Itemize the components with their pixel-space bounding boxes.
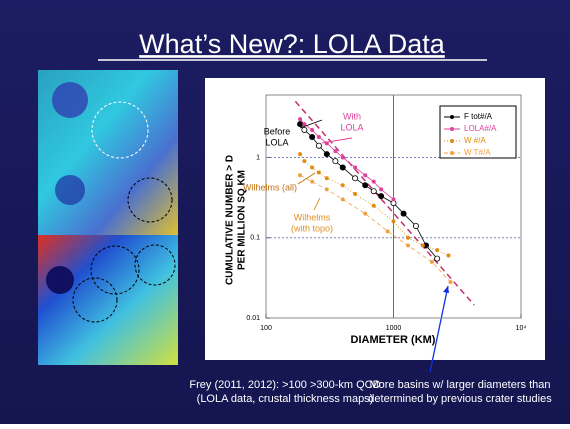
- marker: [325, 177, 328, 180]
- marker: [311, 166, 314, 169]
- marker: [364, 212, 367, 215]
- y-axis-label: CUMULATIVE NUMBER > D: [225, 155, 236, 285]
- annotation: (with topo): [291, 223, 333, 233]
- annotation: LOLA: [265, 137, 288, 147]
- marker: [372, 204, 375, 207]
- marker: [392, 220, 395, 223]
- marker: [353, 176, 358, 181]
- marker: [447, 254, 450, 257]
- annotation: LOLA: [340, 122, 363, 132]
- left-caption: (LOLA data, crustal thickness maps): [197, 393, 374, 405]
- map-feature: [55, 175, 85, 205]
- map-feature: [46, 266, 74, 294]
- map-images: [38, 70, 178, 365]
- legend-label: W T#/A: [464, 148, 491, 157]
- marker: [354, 166, 357, 169]
- marker: [324, 152, 329, 157]
- marker: [316, 143, 321, 148]
- annotation: Wilhelms (all): [243, 182, 297, 192]
- marker: [436, 249, 439, 252]
- marker: [430, 260, 433, 263]
- marker: [406, 244, 409, 247]
- marker: [401, 211, 406, 216]
- legend-label: W #/A: [464, 136, 486, 145]
- marker: [297, 122, 302, 127]
- marker: [363, 183, 368, 188]
- annotation: Before: [264, 126, 291, 136]
- marker: [303, 160, 306, 163]
- marker: [298, 153, 301, 156]
- marker: [302, 127, 307, 132]
- legend-marker: [450, 127, 454, 131]
- map-feature: [52, 82, 88, 118]
- marker: [413, 223, 418, 228]
- marker: [364, 174, 367, 177]
- marker: [341, 184, 344, 187]
- marker: [340, 165, 345, 170]
- marker: [354, 192, 357, 195]
- slide-canvas: What’s New?: LOLA Data Frey (2011, 2012)…: [0, 0, 570, 424]
- marker: [386, 230, 389, 233]
- left-caption: Frey (2011, 2012): >100 >300-km QCD: [189, 379, 380, 391]
- marker: [317, 171, 320, 174]
- marker: [325, 188, 328, 191]
- marker: [310, 134, 315, 139]
- legend-marker: [450, 151, 454, 155]
- right-caption: More basins w/ larger diameters than: [370, 379, 551, 391]
- marker: [298, 118, 301, 121]
- marker: [311, 128, 314, 131]
- x-tick-label: 10⁴: [516, 325, 527, 332]
- slide: What’s New?: LOLA Data Frey (2011, 2012)…: [0, 0, 570, 424]
- marker: [372, 180, 375, 183]
- marker: [371, 189, 376, 194]
- legend-marker: [450, 139, 454, 143]
- marker: [341, 156, 344, 159]
- map-image: [38, 235, 178, 365]
- marker: [435, 256, 440, 261]
- marker: [311, 180, 314, 183]
- marker: [392, 198, 395, 201]
- marker: [406, 236, 409, 239]
- y-tick-label: 0.01: [246, 315, 260, 322]
- marker: [341, 198, 344, 201]
- slide-title: What’s New?: LOLA Data: [139, 29, 446, 59]
- marker: [334, 150, 337, 153]
- legend-label: F tot#/A: [464, 112, 493, 121]
- marker: [449, 281, 452, 284]
- legend-label: LOLA#/A: [464, 124, 497, 133]
- x-tick-label: 100: [260, 325, 272, 332]
- x-tick-label: 1000: [386, 325, 402, 332]
- legend-marker: [450, 115, 454, 119]
- marker: [380, 188, 383, 191]
- x-axis-label: DIAMETER (KM): [351, 334, 436, 346]
- marker: [303, 123, 306, 126]
- y-tick-label: 0.1: [250, 235, 260, 242]
- y-tick-label: 1: [256, 154, 260, 161]
- annotation: With: [343, 111, 361, 121]
- marker: [379, 194, 384, 199]
- marker: [298, 174, 301, 177]
- annotation: Wilhelms: [294, 212, 331, 222]
- marker: [317, 135, 320, 138]
- right-caption: determined by previous crater studies: [368, 393, 552, 405]
- marker: [333, 159, 338, 164]
- marker: [421, 244, 424, 247]
